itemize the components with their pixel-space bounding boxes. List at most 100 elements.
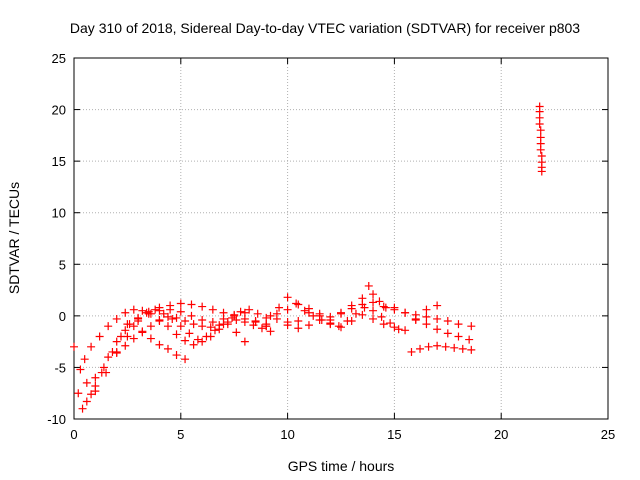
data-point bbox=[151, 305, 160, 314]
data-point bbox=[176, 322, 185, 331]
data-point bbox=[454, 320, 463, 329]
y-tick-label: 25 bbox=[52, 51, 66, 66]
data-point bbox=[390, 303, 399, 312]
data-point bbox=[433, 325, 442, 334]
data-point bbox=[155, 340, 164, 349]
data-point bbox=[401, 326, 410, 335]
data-point bbox=[450, 343, 459, 352]
data-point bbox=[172, 313, 181, 322]
series-track-e bbox=[112, 312, 275, 357]
chart-title: Day 310 of 2018, Sidereal Day-to-day VTE… bbox=[70, 20, 580, 36]
data-point bbox=[87, 342, 96, 351]
data-point bbox=[163, 344, 172, 353]
x-axis-label: GPS time / hours bbox=[288, 458, 395, 474]
data-point bbox=[401, 308, 410, 317]
y-tick-label: -10 bbox=[47, 412, 66, 427]
data-point bbox=[441, 342, 450, 351]
data-point bbox=[91, 381, 100, 390]
data-point bbox=[104, 353, 113, 362]
y-tick-label: 0 bbox=[59, 309, 66, 324]
x-tick-label: 20 bbox=[494, 427, 508, 442]
plot-frame bbox=[73, 57, 609, 420]
data-point bbox=[283, 293, 292, 302]
series-track-m bbox=[535, 102, 546, 176]
data-point bbox=[454, 332, 463, 341]
data-point bbox=[202, 332, 211, 341]
data-point bbox=[416, 344, 425, 353]
data-point bbox=[275, 303, 284, 312]
data-point bbox=[537, 167, 546, 176]
data-point bbox=[326, 315, 335, 324]
data-point bbox=[193, 335, 202, 344]
data-point bbox=[187, 311, 196, 320]
data-point bbox=[535, 120, 544, 129]
data-point bbox=[155, 306, 164, 315]
data-point bbox=[129, 305, 138, 314]
data-point bbox=[245, 305, 254, 314]
series-track-b bbox=[74, 322, 190, 413]
data-point bbox=[377, 312, 386, 321]
y-tick-label: -5 bbox=[54, 360, 66, 375]
data-point bbox=[97, 368, 106, 377]
data-point bbox=[351, 309, 360, 318]
data-point bbox=[443, 317, 452, 326]
data-point bbox=[364, 281, 373, 290]
data-point bbox=[87, 390, 96, 399]
data-point bbox=[198, 337, 207, 346]
data-point bbox=[304, 321, 313, 330]
data-point bbox=[369, 298, 378, 307]
data-point bbox=[443, 329, 452, 338]
data-point bbox=[116, 332, 125, 341]
data-point bbox=[381, 303, 390, 312]
data-point bbox=[112, 314, 121, 323]
data-point bbox=[257, 324, 266, 333]
data-point bbox=[210, 326, 219, 335]
data-point bbox=[208, 318, 217, 327]
data-point bbox=[358, 294, 367, 303]
data-point bbox=[82, 378, 91, 387]
data-points bbox=[70, 102, 546, 413]
data-point bbox=[272, 309, 281, 318]
y-tick-label: 20 bbox=[52, 103, 66, 118]
data-point bbox=[386, 319, 395, 328]
data-point bbox=[230, 310, 239, 319]
data-point bbox=[433, 341, 442, 350]
data-point bbox=[219, 314, 228, 323]
data-point bbox=[76, 365, 85, 374]
series-track-f bbox=[123, 305, 271, 331]
data-point bbox=[121, 308, 130, 317]
data-point bbox=[262, 322, 271, 331]
data-point bbox=[236, 307, 245, 316]
data-point bbox=[95, 332, 104, 341]
data-point bbox=[411, 314, 420, 323]
data-point bbox=[82, 397, 91, 406]
data-point bbox=[240, 337, 249, 346]
data-point bbox=[176, 299, 185, 308]
data-point bbox=[240, 318, 249, 327]
data-point bbox=[112, 337, 121, 346]
x-tick-label: 0 bbox=[70, 427, 77, 442]
data-point bbox=[155, 317, 164, 326]
y-axis-label: SDTVAR / TECUs bbox=[6, 182, 22, 294]
x-tick-label: 25 bbox=[601, 427, 615, 442]
data-point bbox=[467, 345, 476, 354]
data-point bbox=[189, 320, 198, 329]
data-point bbox=[300, 306, 309, 315]
data-point bbox=[121, 341, 130, 350]
data-point bbox=[251, 317, 260, 326]
x-tick-label: 5 bbox=[177, 427, 184, 442]
series-track-j bbox=[283, 281, 390, 330]
data-point bbox=[112, 348, 121, 357]
data-point bbox=[294, 317, 303, 326]
data-point bbox=[198, 315, 207, 324]
data-point bbox=[104, 322, 113, 331]
data-point bbox=[166, 305, 175, 314]
data-point bbox=[91, 373, 100, 382]
y-tick-label: 5 bbox=[59, 257, 66, 272]
data-point bbox=[163, 322, 172, 331]
data-point bbox=[159, 309, 168, 318]
grid bbox=[74, 58, 608, 419]
data-point bbox=[108, 347, 117, 356]
data-point bbox=[253, 309, 262, 318]
